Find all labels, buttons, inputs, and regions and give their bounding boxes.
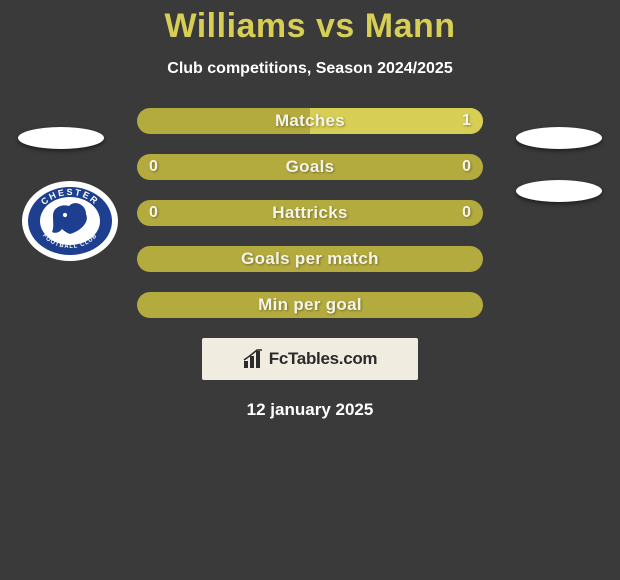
stat-row-hattricks: 0 Hattricks 0 <box>137 200 483 226</box>
stat-label: Matches <box>275 111 345 131</box>
club-badge-left: CHESTER FOOTBALL CLUB <box>20 180 120 262</box>
comparison-card: Williams vs Mann Club competitions, Seas… <box>0 0 620 580</box>
stat-label: Hattricks <box>272 203 347 223</box>
stat-value-left: 0 <box>149 204 158 222</box>
chester-club-icon: CHESTER FOOTBALL CLUB <box>20 180 120 262</box>
stat-row-goals: 0 Goals 0 <box>137 154 483 180</box>
stat-value-right: 0 <box>462 158 471 176</box>
player-photo-placeholder-left <box>18 127 104 149</box>
stat-value-left: 0 <box>149 158 158 176</box>
stats-column: Matches 1 0 Goals 0 0 Hattricks 0 Goals … <box>137 108 483 318</box>
player-photo-placeholder-right <box>516 127 602 149</box>
subtitle: Club competitions, Season 2024/2025 <box>0 60 620 78</box>
fctables-label: FcTables.com <box>269 349 378 369</box>
fctables-watermark: FcTables.com <box>202 338 418 380</box>
stat-row-min-per-goal: Min per goal <box>137 292 483 318</box>
stat-label: Min per goal <box>258 295 362 315</box>
page-title: Williams vs Mann <box>0 7 620 46</box>
club-photo-placeholder-right <box>516 180 602 202</box>
stat-value-right: 0 <box>462 204 471 222</box>
stat-row-goals-per-match: Goals per match <box>137 246 483 272</box>
stat-label: Goals <box>286 157 335 177</box>
date-label: 12 january 2025 <box>0 400 620 420</box>
stat-row-matches: Matches 1 <box>137 108 483 134</box>
fctables-bars-icon <box>243 349 265 369</box>
stat-value-right: 1 <box>462 112 471 130</box>
stat-label: Goals per match <box>241 249 379 269</box>
